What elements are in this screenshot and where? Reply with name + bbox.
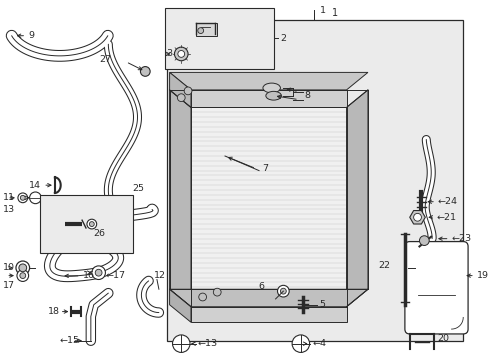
Text: ←17: ←17 (105, 271, 125, 280)
Circle shape (213, 288, 221, 296)
Text: 25: 25 (132, 184, 144, 193)
Circle shape (17, 270, 29, 282)
Text: 1: 1 (331, 8, 337, 18)
Text: 18: 18 (48, 307, 60, 316)
Text: 27: 27 (99, 55, 111, 64)
Circle shape (178, 50, 184, 57)
Text: ←24: ←24 (437, 197, 457, 206)
Circle shape (172, 335, 190, 352)
Text: 17: 17 (3, 281, 15, 290)
Text: 10: 10 (3, 263, 15, 272)
Text: ←23: ←23 (450, 234, 471, 243)
Text: 1: 1 (320, 6, 325, 15)
Circle shape (413, 213, 421, 221)
Circle shape (89, 222, 94, 226)
Text: 13: 13 (3, 205, 16, 214)
Bar (191, 107, 346, 307)
Bar (166, 20, 462, 341)
Text: 11: 11 (3, 193, 15, 202)
Circle shape (184, 87, 192, 95)
Polygon shape (169, 90, 191, 307)
Polygon shape (169, 72, 367, 90)
Ellipse shape (19, 264, 27, 272)
Polygon shape (169, 289, 367, 307)
Ellipse shape (265, 91, 281, 100)
Text: 20: 20 (436, 334, 448, 343)
Text: 14: 14 (29, 181, 41, 190)
Text: 6: 6 (257, 282, 264, 291)
Circle shape (20, 195, 25, 200)
Polygon shape (346, 90, 367, 307)
Circle shape (197, 28, 203, 33)
Bar (40, 195, 132, 253)
Bar (191, 90, 346, 107)
Text: ←4: ←4 (312, 339, 326, 348)
Text: 16: 16 (82, 271, 94, 280)
Circle shape (87, 219, 97, 229)
Circle shape (198, 293, 206, 301)
Bar (191, 307, 346, 322)
Text: 8: 8 (304, 91, 310, 100)
Circle shape (95, 269, 102, 276)
Text: 2: 2 (280, 34, 286, 43)
Text: ←15: ←15 (60, 336, 80, 345)
Ellipse shape (263, 83, 280, 93)
Circle shape (92, 266, 105, 279)
Text: ←13: ←13 (197, 339, 218, 348)
Text: ←21: ←21 (436, 213, 456, 222)
Ellipse shape (16, 261, 30, 275)
Text: 12: 12 (154, 271, 166, 280)
Bar (164, 8, 273, 68)
Polygon shape (169, 289, 191, 322)
Circle shape (30, 192, 41, 204)
Text: 9: 9 (28, 31, 34, 40)
Text: 19: 19 (476, 271, 488, 280)
Text: 22: 22 (378, 261, 389, 270)
Circle shape (174, 47, 188, 61)
FancyBboxPatch shape (196, 23, 217, 36)
Text: 26: 26 (94, 229, 105, 238)
Polygon shape (409, 211, 425, 224)
Text: 7: 7 (262, 164, 267, 173)
Circle shape (140, 67, 150, 76)
Circle shape (277, 285, 288, 297)
Text: 5: 5 (319, 300, 325, 309)
Circle shape (18, 193, 28, 203)
Circle shape (419, 236, 428, 246)
Circle shape (177, 94, 185, 102)
Circle shape (291, 335, 309, 352)
Text: 3: 3 (166, 49, 172, 58)
Polygon shape (169, 72, 191, 107)
Circle shape (280, 288, 285, 294)
Circle shape (20, 273, 26, 279)
FancyBboxPatch shape (404, 242, 467, 334)
